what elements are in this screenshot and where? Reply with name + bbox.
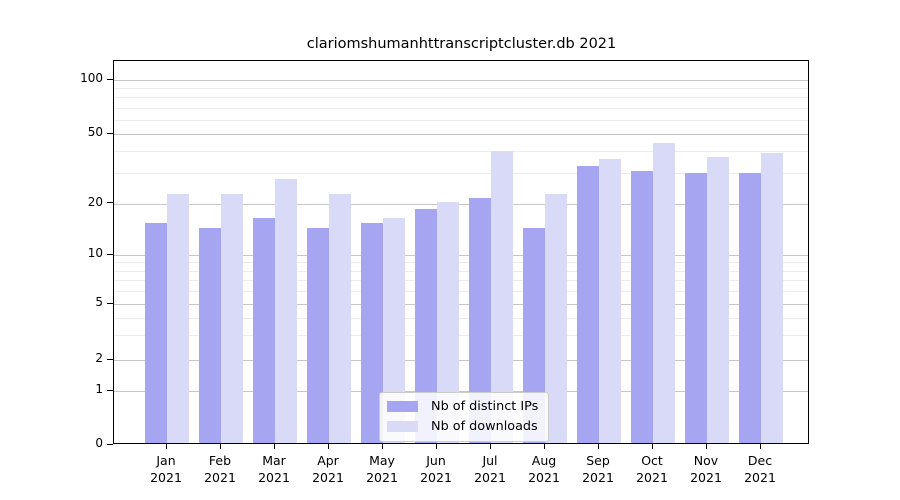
- bar-downloads-nov: [707, 156, 729, 443]
- bar-downloads-aug: [545, 194, 567, 443]
- major-gridline: [114, 203, 808, 205]
- bar-distinct-ips-mar: [253, 218, 275, 443]
- minor-gridline: [114, 291, 808, 293]
- bar-downloads-jan: [167, 194, 189, 443]
- minor-gridline: [114, 335, 808, 337]
- bar-downloads-dec: [761, 152, 783, 443]
- major-gridline: [114, 255, 808, 256]
- y-tick-mark: [107, 132, 113, 134]
- y-tick-mark: [107, 358, 113, 360]
- bar-distinct-ips-may: [361, 222, 383, 443]
- bar-distinct-ips-aug: [523, 228, 545, 443]
- x-tick-mark: [327, 444, 329, 449]
- x-tick-label: Jul 2021: [474, 453, 506, 485]
- legend-swatch-distinct-ips: [387, 401, 418, 412]
- minor-gridline: [114, 107, 808, 109]
- bar-downloads-may: [383, 218, 405, 443]
- x-tick-mark: [651, 444, 653, 449]
- y-tick-label: 1: [95, 382, 103, 396]
- legend-item-downloads: Nb of downloads: [387, 417, 538, 436]
- y-tick-label: 5: [95, 295, 103, 309]
- x-tick-label: Mar 2021: [258, 453, 290, 485]
- bar-distinct-ips-jan: [145, 222, 167, 443]
- minor-gridline: [114, 262, 808, 264]
- y-tick-mark: [107, 253, 113, 255]
- legend-label-distinct-ips: Nb of distinct IPs: [431, 399, 539, 414]
- bar-distinct-ips-nov: [685, 173, 707, 443]
- y-tick-mark: [107, 202, 113, 204]
- x-tick-label: Nov 2021: [690, 453, 722, 485]
- bar-distinct-ips-dec: [739, 173, 761, 443]
- x-tick-mark: [219, 444, 221, 449]
- y-tick-mark: [107, 78, 113, 80]
- x-tick-label: Dec 2021: [744, 453, 776, 485]
- major-gridline: [114, 360, 808, 361]
- bars-layer: [114, 61, 808, 443]
- x-tick-mark: [597, 444, 599, 449]
- x-tick-mark: [273, 444, 275, 449]
- minor-gridline: [114, 270, 808, 272]
- x-tick-mark: [759, 444, 761, 449]
- gridlines-layer: [114, 61, 808, 443]
- x-tick-label: May 2021: [366, 453, 398, 485]
- bar-distinct-ips-apr: [307, 228, 329, 443]
- x-tick-label: Aug 2021: [528, 453, 560, 485]
- legend: Nb of distinct IPs Nb of downloads: [379, 392, 550, 442]
- bar-distinct-ips-feb: [199, 228, 221, 443]
- legend-swatch-downloads: [387, 421, 418, 432]
- major-gridline: [114, 134, 808, 135]
- bar-downloads-jun: [437, 201, 459, 443]
- bar-downloads-sep: [599, 159, 621, 443]
- y-tick-label: 100: [80, 71, 103, 85]
- plot-area: [113, 60, 809, 444]
- x-tick-label: Oct 2021: [636, 453, 668, 485]
- bar-downloads-apr: [329, 194, 351, 443]
- x-tick-label: Feb 2021: [204, 453, 236, 485]
- bar-distinct-ips-jun: [415, 209, 437, 443]
- bar-distinct-ips-sep: [577, 165, 599, 443]
- minor-gridline: [114, 317, 808, 319]
- major-gridline: [114, 304, 808, 305]
- x-tick-mark: [381, 444, 383, 449]
- minor-gridline: [114, 119, 808, 121]
- x-tick-mark: [705, 444, 707, 449]
- x-tick-label: Jun 2021: [420, 453, 452, 485]
- bar-downloads-jul: [491, 150, 513, 443]
- x-tick-label: Sep 2021: [582, 453, 614, 485]
- y-tick-label: 0: [95, 436, 103, 450]
- y-tick-mark: [107, 389, 113, 391]
- y-tick-mark: [107, 302, 113, 304]
- bar-distinct-ips-oct: [631, 170, 653, 443]
- minor-gridline: [114, 172, 808, 174]
- legend-item-distinct-ips: Nb of distinct IPs: [387, 397, 538, 416]
- y-tick-mark: [107, 443, 113, 445]
- x-tick-label: Apr 2021: [312, 453, 344, 485]
- major-gridline: [114, 80, 808, 81]
- chart-title: clariomshumanhttranscriptcluster.db 2021: [306, 36, 617, 52]
- legend-label-downloads: Nb of downloads: [431, 419, 538, 434]
- x-tick-mark: [489, 444, 491, 449]
- minor-gridline: [114, 280, 808, 282]
- y-tick-label: 10: [87, 246, 103, 260]
- x-tick-mark: [543, 444, 545, 449]
- x-tick-label: Jan 2021: [150, 453, 182, 485]
- bar-downloads-feb: [221, 194, 243, 443]
- bar-downloads-mar: [275, 178, 297, 443]
- major-gridline: [114, 391, 808, 392]
- minor-gridline: [114, 150, 808, 152]
- y-tick-label: 20: [87, 194, 103, 209]
- y-tick-label: 2: [95, 351, 103, 365]
- x-tick-mark: [165, 444, 167, 449]
- bar-downloads-oct: [653, 143, 675, 443]
- bar-distinct-ips-jul: [469, 197, 491, 443]
- y-tick-label: 50: [87, 125, 103, 139]
- x-tick-mark: [435, 444, 437, 449]
- minor-gridline: [114, 88, 808, 90]
- minor-gridline: [114, 97, 808, 99]
